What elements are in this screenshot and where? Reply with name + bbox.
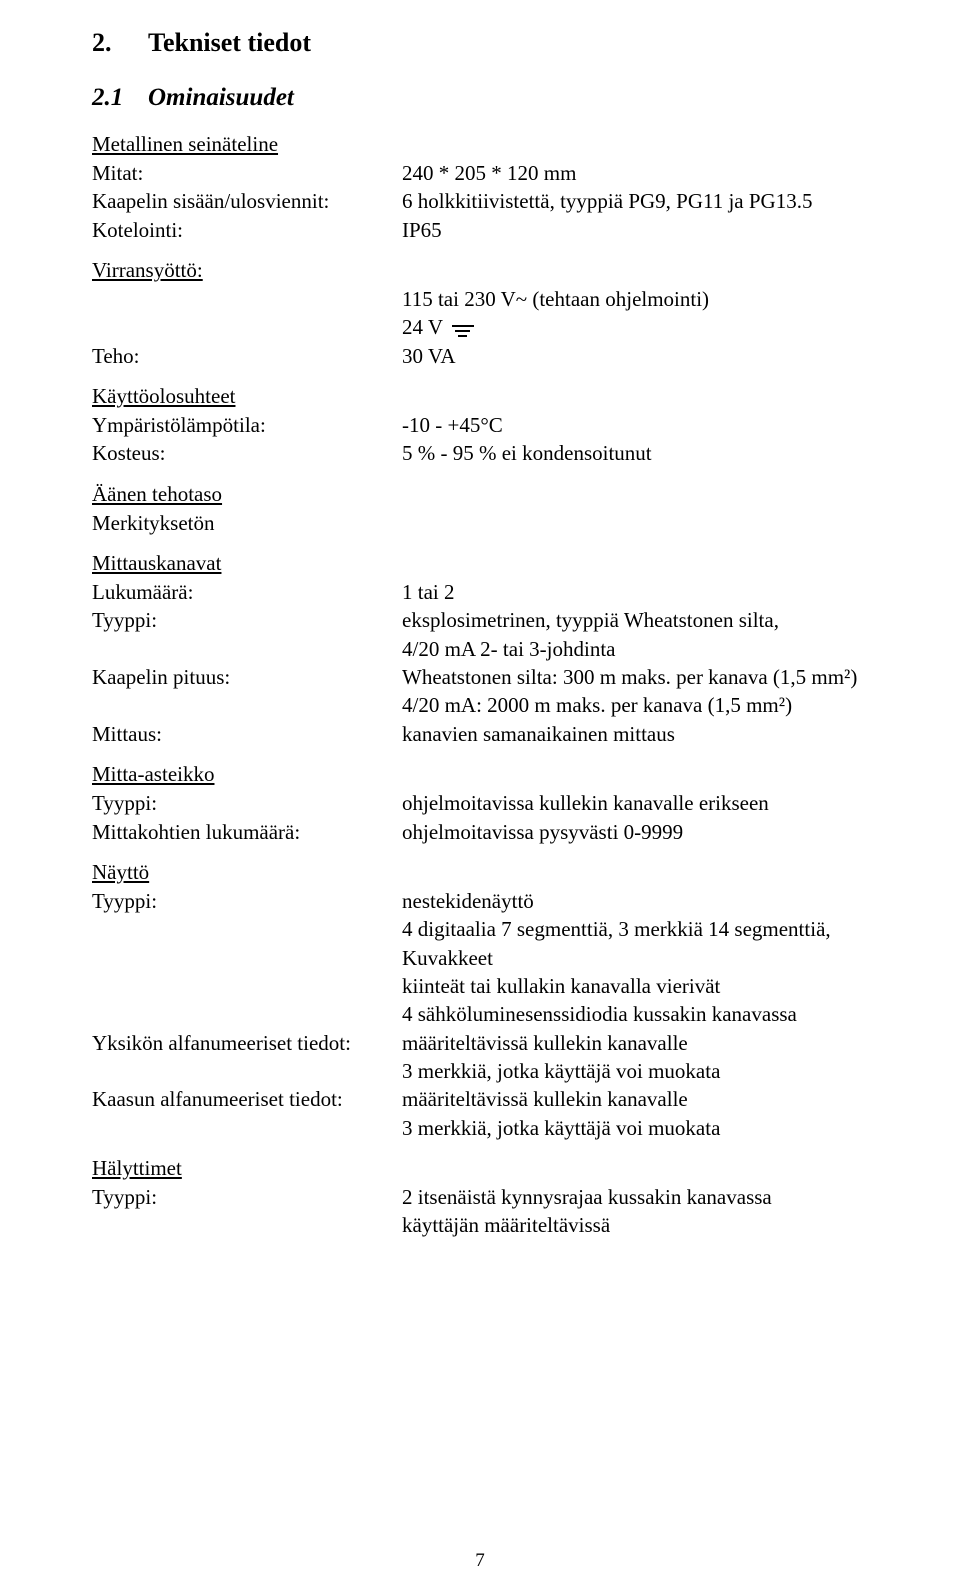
spec-line: 3 merkkiä, jotka käyttäjä voi muokata (402, 1057, 868, 1085)
spec-key: Kaapelin pituus: (92, 663, 402, 691)
spec-line: 115 tai 230 V~ (tehtaan ohjelmointi) (402, 285, 868, 313)
spec-line: käyttäjän määriteltävissä (402, 1211, 868, 1239)
spec-val: nestekidenäyttö (402, 887, 868, 915)
spec-val: ohjelmoitavissa pysyvästi 0-9999 (402, 818, 868, 846)
section-title: Käyttöolosuhteet (92, 384, 868, 409)
spec-key: Tyyppi: (92, 606, 402, 634)
spec-key: Ympäristölämpötila: (92, 411, 402, 439)
voltage-24v-text: 24 V (402, 315, 448, 339)
spec-key: Kaapelin sisään/ulosviennit: (92, 187, 402, 215)
spec-row: Tyyppi: 2 itsenäistä kynnysrajaa kussaki… (92, 1183, 868, 1211)
spec-row: Teho: 30 VA (92, 342, 868, 370)
spec-row: Yksikön alfanumeeriset tiedot: määritelt… (92, 1029, 868, 1057)
dc-bar (455, 330, 470, 332)
spec-row: Mitat: 240 * 205 * 120 mm (92, 159, 868, 187)
spec-row: Kotelointi: IP65 (92, 216, 868, 244)
spec-val: ohjelmoitavissa kullekin kanavalle eriks… (402, 789, 868, 817)
section-scale: Mitta-asteikko Tyyppi: ohjelmoitavissa k… (92, 762, 868, 846)
spec-key: Teho: (92, 342, 402, 370)
section-title: Näyttö (92, 860, 868, 885)
heading-2-number: 2. (92, 28, 148, 58)
spec-row: Mittaus: kanavien samanaikainen mittaus (92, 720, 868, 748)
heading-3: 2.1 Ominaisuudet (92, 84, 868, 112)
section-sound: Äänen tehotaso Merkityksetön (92, 482, 868, 537)
dc-symbol-icon (452, 324, 474, 336)
spec-val: 30 VA (402, 342, 868, 370)
spec-row: Tyyppi: ohjelmoitavissa kullekin kanaval… (92, 789, 868, 817)
section-power: Virransyöttö: 115 tai 230 V~ (tehtaan oh… (92, 258, 868, 370)
document-page: 2. Tekniset tiedot 2.1 Ominaisuudet Meta… (0, 0, 960, 1596)
section-display: Näyttö Tyyppi: nestekidenäyttö 4 digitaa… (92, 860, 868, 1142)
spec-val: 1 tai 2 (402, 578, 868, 606)
spec-val: kanavien samanaikainen mittaus (402, 720, 868, 748)
section-title: Mitta-asteikko (92, 762, 868, 787)
section-title: Virransyöttö: (92, 258, 868, 283)
spec-line: 4 sähköluminesenssidiodia kussakin kanav… (402, 1000, 868, 1028)
spec-val: 240 * 205 * 120 mm (402, 159, 868, 187)
spec-val: 2 itsenäistä kynnysrajaa kussakin kanava… (402, 1183, 868, 1211)
spec-row: Kaasun alfanumeeriset tiedot: määriteltä… (92, 1085, 868, 1113)
spec-val: -10 - +45°C (402, 411, 868, 439)
heading-2-title: Tekniset tiedot (148, 28, 311, 58)
spec-line: kiinteät tai kullakin kanavalla vierivät (402, 972, 868, 1000)
spec-row: Kaapelin sisään/ulosviennit: 6 holkkitii… (92, 187, 868, 215)
section-enclosure: Metallinen seinäteline Mitat: 240 * 205 … (92, 132, 868, 244)
spec-key: Kosteus: (92, 439, 402, 467)
spec-line-24v: 24 V (402, 313, 868, 341)
section-channels: Mittauskanavat Lukumäärä: 1 tai 2 Tyyppi… (92, 551, 868, 748)
spec-key: Mittaus: (92, 720, 402, 748)
spec-row: Tyyppi: eksplosimetrinen, tyyppiä Wheats… (92, 606, 868, 634)
spec-row: Lukumäärä: 1 tai 2 (92, 578, 868, 606)
spec-val: Wheatstonen silta: 300 m maks. per kanav… (402, 663, 868, 691)
spec-key: Tyyppi: (92, 1183, 402, 1211)
section-environment: Käyttöolosuhteet Ympäristölämpötila: -10… (92, 384, 868, 468)
spec-val: 6 holkkitiivistettä, tyyppiä PG9, PG11 j… (402, 187, 868, 215)
spec-row: Mittakohtien lukumäärä: ohjelmoitavissa … (92, 818, 868, 846)
spec-line: 4/20 mA: 2000 m maks. per kanava (1,5 mm… (402, 691, 868, 719)
dc-bar (452, 325, 474, 327)
spec-row: Kosteus: 5 % - 95 % ei kondensoitunut (92, 439, 868, 467)
spec-line: Merkityksetön (92, 509, 868, 537)
spec-line: 4 digitaalia 7 segmenttiä, 3 merkkiä 14 … (402, 915, 868, 972)
spec-row: Tyyppi: nestekidenäyttö (92, 887, 868, 915)
spec-key: Mitat: (92, 159, 402, 187)
section-title: Mittauskanavat (92, 551, 868, 576)
spec-key: Yksikön alfanumeeriset tiedot: (92, 1029, 402, 1057)
voltage-24v: 24 V (402, 313, 474, 341)
spec-val: määriteltävissä kullekin kanavalle (402, 1085, 868, 1113)
spec-val: IP65 (402, 216, 868, 244)
spec-val: eksplosimetrinen, tyyppiä Wheatstonen si… (402, 606, 868, 634)
spec-line: 4/20 mA 2- tai 3-johdinta (402, 635, 868, 663)
spec-key: Mittakohtien lukumäärä: (92, 818, 402, 846)
heading-3-number: 2.1 (92, 84, 148, 112)
heading-2: 2. Tekniset tiedot (92, 28, 868, 58)
section-title: Metallinen seinäteline (92, 132, 868, 157)
spec-key: Kaasun alfanumeeriset tiedot: (92, 1085, 402, 1113)
section-title: Hälyttimet (92, 1156, 868, 1181)
spec-val: määriteltävissä kullekin kanavalle (402, 1029, 868, 1057)
page-number: 7 (0, 1550, 960, 1572)
section-alarm: Hälyttimet Tyyppi: 2 itsenäistä kynnysra… (92, 1156, 868, 1240)
heading-3-title: Ominaisuudet (148, 84, 294, 112)
spec-key: Tyyppi: (92, 887, 402, 915)
spec-line: 3 merkkiä, jotka käyttäjä voi muokata (402, 1114, 868, 1142)
dc-bar (458, 335, 467, 337)
spec-row: Kaapelin pituus: Wheatstonen silta: 300 … (92, 663, 868, 691)
spec-key: Tyyppi: (92, 789, 402, 817)
section-title: Äänen tehotaso (92, 482, 868, 507)
spec-key: Lukumäärä: (92, 578, 402, 606)
spec-val: 5 % - 95 % ei kondensoitunut (402, 439, 868, 467)
spec-row: Ympäristölämpötila: -10 - +45°C (92, 411, 868, 439)
spec-key: Kotelointi: (92, 216, 402, 244)
